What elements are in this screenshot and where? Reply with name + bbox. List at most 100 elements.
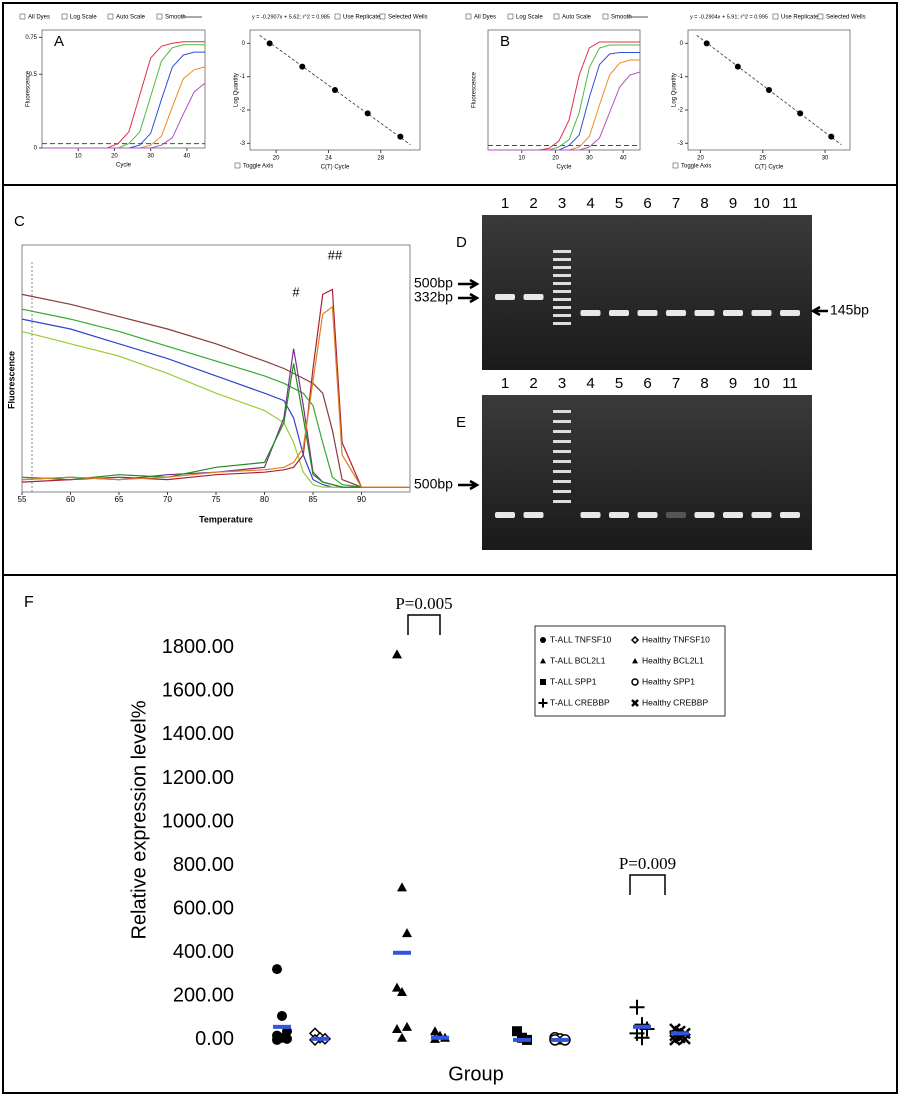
x-axis-label: C(T) Cycle: [755, 165, 784, 171]
lane-label: 9: [729, 195, 737, 212]
significance-bracket: [407, 614, 441, 635]
peak-annotation: #: [292, 284, 300, 299]
panel-label: E: [456, 414, 466, 431]
mean-bar: [393, 950, 411, 955]
data-line: [42, 82, 206, 149]
x-tick-label: 40: [620, 156, 627, 162]
x-axis-label: Temperature: [199, 514, 253, 524]
gel-band: [609, 512, 629, 518]
data-point: [797, 110, 804, 117]
mean-bar: [513, 1037, 531, 1042]
lane-label: 2: [529, 375, 537, 392]
legend-label: T-ALL SPP1: [550, 676, 597, 686]
y-tick-label: 0: [680, 41, 684, 47]
toolbar-label: Use Replicates: [781, 15, 821, 21]
plot-frame: [41, 29, 206, 149]
toolbar-label: Toggle Axis: [681, 164, 711, 170]
y-tick-label: 1200.00: [162, 767, 234, 789]
x-tick-label: 65: [115, 495, 124, 504]
y-axis-label: Log Quantity: [234, 73, 240, 107]
y-tick-label: -3: [678, 141, 684, 147]
x-tick-label: 20: [111, 154, 118, 160]
gel-band: [694, 310, 715, 316]
y-axis-label: Fluorescence: [26, 70, 32, 107]
x-tick-label: 20: [552, 156, 559, 162]
x-tick-label: 10: [518, 156, 525, 162]
lane-label: 5: [615, 375, 623, 392]
checkbox: [672, 162, 679, 169]
gel-band: [694, 512, 715, 518]
data-point: [364, 110, 371, 117]
gel-image: [482, 395, 812, 550]
toolbar-label: Log Scale: [516, 15, 543, 21]
lane-label: 10: [753, 375, 770, 392]
toolbar-label: Selected Wells: [388, 15, 428, 21]
toolbar-label: Selected Wells: [826, 15, 866, 21]
ladder-band: [553, 420, 571, 423]
gel-band: [523, 512, 544, 518]
lane-label: 11: [782, 375, 798, 392]
gel-band: [637, 512, 658, 518]
ladder-band: [553, 410, 571, 413]
checkbox: [334, 13, 341, 20]
toolbar-label: All Dyes: [28, 15, 50, 21]
x-tick-label: 40: [184, 154, 191, 160]
lane-label: 1: [501, 195, 509, 212]
panel-label: F: [24, 594, 34, 611]
lane-label: 9: [729, 375, 737, 392]
y-tick-label: -1: [240, 74, 246, 80]
legend-symbol: [632, 658, 638, 664]
y-axis-label: Fluorescence: [472, 71, 478, 108]
ladder-band: [553, 460, 571, 463]
legend-label: Healthy CREBBP: [642, 697, 708, 707]
ladder-band: [553, 450, 571, 453]
checkbox: [465, 13, 472, 20]
checkbox: [602, 13, 609, 20]
lane-label: 3: [558, 375, 566, 392]
lane-label: 6: [643, 375, 651, 392]
ladder-band: [553, 430, 571, 433]
lane-label: 8: [700, 375, 708, 392]
marker-arrow: [458, 278, 480, 290]
checkbox: [772, 13, 779, 20]
ladder-band: [553, 314, 571, 317]
size-marker: 145bp: [830, 302, 869, 318]
x-tick-label: 25: [759, 156, 766, 162]
toolbar-label: Smooth: [611, 15, 632, 21]
data-point: [282, 1033, 292, 1044]
fit-line: [259, 35, 411, 145]
data-point: [634, 1030, 650, 1046]
data-point: [639, 1021, 655, 1037]
lane-label: 7: [672, 195, 680, 212]
data-point: [299, 63, 306, 70]
ladder-band: [553, 298, 571, 301]
x-tick-label: 60: [66, 495, 75, 504]
mean-bar: [551, 1037, 569, 1042]
mean-bar: [633, 1024, 651, 1029]
p-value: P=0.009: [619, 854, 676, 873]
y-tick-label: 600.00: [173, 897, 234, 919]
legend-symbol: [540, 658, 546, 664]
size-marker: 500bp: [414, 476, 453, 492]
panel-label: B: [500, 33, 510, 50]
lane-label: 4: [586, 195, 594, 212]
lane-label: 5: [615, 195, 623, 212]
y-tick-label: 0.75: [25, 35, 37, 41]
lane-label: 1: [501, 375, 509, 392]
data-point: [679, 1032, 691, 1045]
legend-symbol: [630, 635, 640, 645]
x-tick-label: 30: [147, 154, 154, 160]
gel-band: [751, 310, 772, 316]
data-point: [392, 649, 402, 659]
y-tick-label: 0.5: [29, 72, 38, 78]
legend-label: Healthy TNFSF10: [642, 634, 710, 644]
y-tick-label: 0: [34, 146, 38, 152]
x-tick-label: 10: [75, 154, 82, 160]
toolbar-label: Toggle Axis: [243, 164, 273, 170]
checkbox: [107, 13, 114, 20]
x-tick-label: 30: [822, 156, 829, 162]
lane-label: 2: [529, 195, 537, 212]
panel-label: A: [54, 33, 64, 50]
x-tick-label: 55: [18, 495, 27, 504]
